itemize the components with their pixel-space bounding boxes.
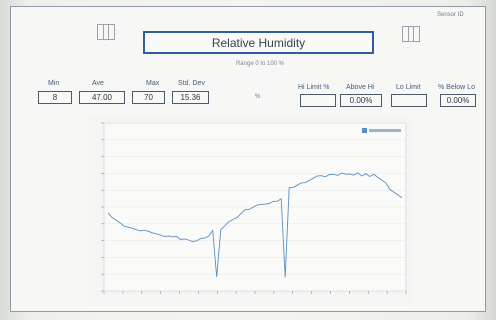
std-dev-label: Std. Dev	[178, 80, 205, 87]
widget-caption-right: ···	[407, 45, 411, 50]
max-label: Max	[146, 80, 160, 87]
hi-limit-value	[300, 94, 336, 107]
sensor-id-label: Sensor ID	[437, 12, 464, 18]
std-dev-value: 15.36	[172, 91, 209, 104]
humidity-chart-svg	[101, 122, 407, 294]
above-hi-value: 0.00%	[340, 94, 382, 107]
chart-widget-icon-left	[97, 24, 115, 40]
range-text: Range 0 to 100 %	[235, 61, 285, 67]
chart-widget-icon-right	[402, 26, 420, 42]
min-label: Min	[48, 80, 60, 87]
hi-limit-label: Hi Limit %	[298, 84, 330, 91]
lo-limit-value	[391, 94, 427, 107]
below-lo-value: 0.00%	[440, 94, 476, 107]
legend-swatch	[362, 128, 367, 133]
max-value: 70	[132, 91, 165, 104]
humidity-series-line	[107, 172, 403, 278]
widget-caption-left: ···	[102, 43, 106, 48]
lo-limit-label: Lo Limit	[396, 84, 421, 91]
ave-value: 47.00	[79, 91, 125, 104]
min-value: 8	[38, 91, 72, 104]
percent-unit: %	[255, 94, 261, 100]
chart-title-text: Relative Humidity	[211, 35, 306, 50]
above-hi-label: Above Hi	[346, 84, 375, 91]
legend-entry	[369, 129, 401, 132]
ave-label: Ave	[92, 80, 104, 87]
below-lo-label: % Below Lo	[438, 84, 475, 91]
chart-title: Relative Humidity	[143, 31, 374, 54]
humidity-chart	[88, 115, 413, 305]
